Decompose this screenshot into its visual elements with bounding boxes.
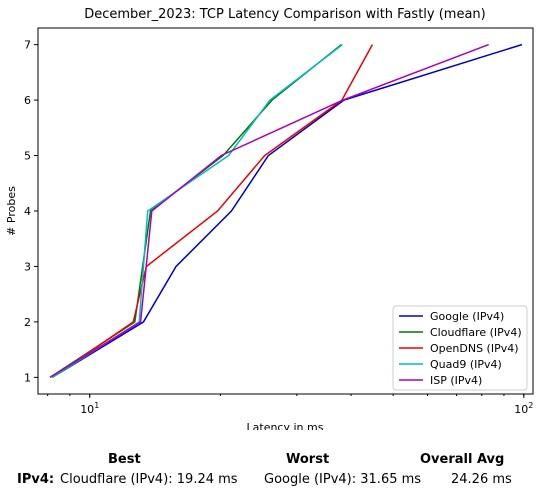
y-tick-label: 5 <box>24 150 31 163</box>
series-line-3 <box>51 44 374 379</box>
y-tick-label: 7 <box>24 39 31 52</box>
avg-header: Overall Avg <box>420 452 505 467</box>
y-tick-label: 1 <box>24 371 31 384</box>
series-line-4 <box>51 44 343 379</box>
x-tick-label: 101 <box>80 401 99 416</box>
x-tick-label: 102 <box>514 401 533 416</box>
best-value: Cloudflare (IPv4): 19.24 ms <box>60 472 238 487</box>
legend-frame <box>392 305 528 391</box>
legend-label: Google (IPv4) <box>430 310 504 323</box>
best-header: Best <box>108 452 141 467</box>
worst-header: Worst <box>286 452 330 467</box>
worst-value: Google (IPv4): 31.65 ms <box>264 472 422 487</box>
y-tick-label: 2 <box>24 316 31 329</box>
legend-label: Quad9 (IPv4) <box>430 358 502 371</box>
series-line-5 <box>49 43 489 379</box>
chart-title: December_2023: TCP Latency Comparison wi… <box>84 7 486 22</box>
series-line-2 <box>49 44 342 379</box>
y-tick-label: 3 <box>24 260 31 273</box>
legend-label: ISP (IPv4) <box>430 374 482 387</box>
avg-value: 24.26 ms <box>451 472 512 487</box>
legend-label: Cloudflare (IPv4) <box>430 326 522 339</box>
legend-label: OpenDNS (IPv4) <box>430 342 519 355</box>
legend: Google (IPv4) Cloudflare (IPv4) OpenDNS (I… <box>392 305 528 391</box>
y-axis-label: # Probes <box>5 186 18 236</box>
latency-chart: December_2023: TCP Latency Comparison wi… <box>5 7 534 430</box>
y-tick-label: 6 <box>24 94 31 107</box>
x-axis-label: Latency in ms <box>247 421 324 430</box>
ipv4-row-label: IPv4: <box>17 472 55 487</box>
y-tick-label: 4 <box>24 205 31 218</box>
